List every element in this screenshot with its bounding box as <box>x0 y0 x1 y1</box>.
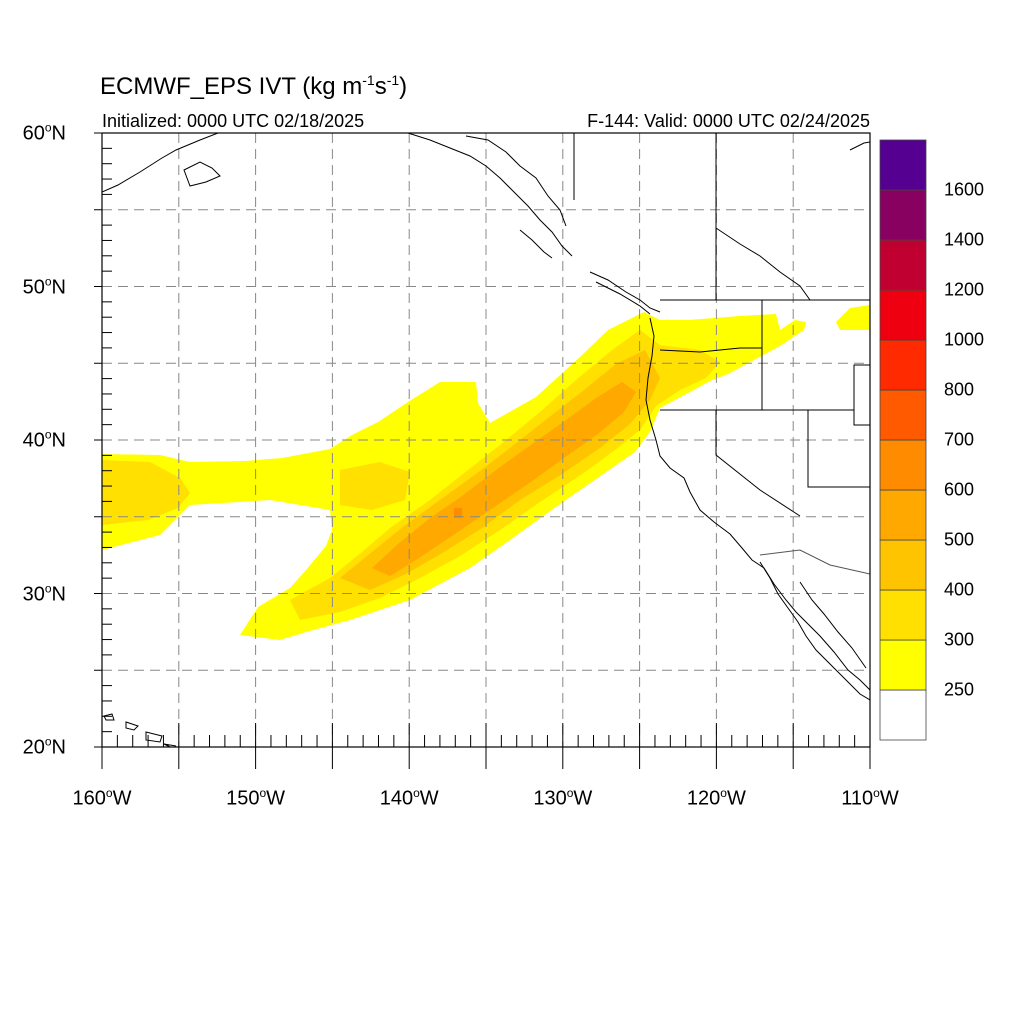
map-title: ECMWF_EPS IVT (kg m-1s-1) <box>100 72 408 100</box>
longitude-label: 110oW <box>841 786 899 810</box>
latitude-label: 50oN <box>22 274 66 298</box>
latitude-label: 30oN <box>22 581 66 605</box>
longitude-label: 120oW <box>686 786 746 810</box>
colorbar-swatch <box>879 239 927 291</box>
initialized-label: Initialized: 0000 UTC 02/18/2025 <box>102 111 365 131</box>
ivt-band-300 <box>102 460 190 525</box>
colorbar-level-label: 500 <box>944 529 975 550</box>
colorbar-swatch <box>879 289 927 341</box>
latitude-label: 60oN <box>22 120 66 145</box>
map-gridlines <box>102 133 870 747</box>
ivt-band-500 <box>372 382 636 576</box>
colorbar-level-label: 600 <box>944 479 975 500</box>
colorbar-level-label: 400 <box>944 579 975 600</box>
colorbar-swatch <box>879 689 927 741</box>
colorbar-swatch <box>879 439 927 491</box>
colorbar-swatch <box>879 339 927 391</box>
colorbar-level-label: 1200 <box>944 279 985 300</box>
colorbar-level-label: 1000 <box>944 329 985 350</box>
axis-ticks <box>94 132 871 769</box>
longitude-label: 150oW <box>226 786 286 810</box>
colorbar-level-label: 700 <box>944 429 975 450</box>
longitude-label: 130oW <box>533 786 593 810</box>
ivt-band-250-east <box>836 305 870 330</box>
colorbar-level-label: 1600 <box>944 179 985 200</box>
ivt-band-300-north <box>340 462 410 510</box>
colorbar-swatch <box>879 589 927 641</box>
colorbar-swatch <box>879 189 927 241</box>
colorbar <box>879 139 927 741</box>
colorbar-swatch <box>879 139 927 191</box>
colorbar-swatch <box>879 539 927 591</box>
colorbar-swatch <box>879 639 927 691</box>
political-borders <box>573 133 870 575</box>
latitude-label: 40oN <box>22 427 66 452</box>
ivt-max-cell <box>454 508 462 518</box>
latitude-label: 20oN <box>22 734 66 759</box>
longitude-label: 140oW <box>379 786 439 810</box>
colorbar-level-label: 1400 <box>944 229 985 250</box>
colorbar-swatch <box>879 389 927 441</box>
valid-time-label: F-144: Valid: 0000 UTC 02/24/2025 <box>587 111 870 131</box>
colorbar-swatch <box>879 489 927 541</box>
colorbar-level-label: 250 <box>944 679 975 700</box>
ivt-shading <box>102 305 870 640</box>
longitude-label: 160oW <box>72 786 132 810</box>
colorbar-level-label: 800 <box>944 379 975 400</box>
colorbar-level-label: 300 <box>944 629 975 650</box>
